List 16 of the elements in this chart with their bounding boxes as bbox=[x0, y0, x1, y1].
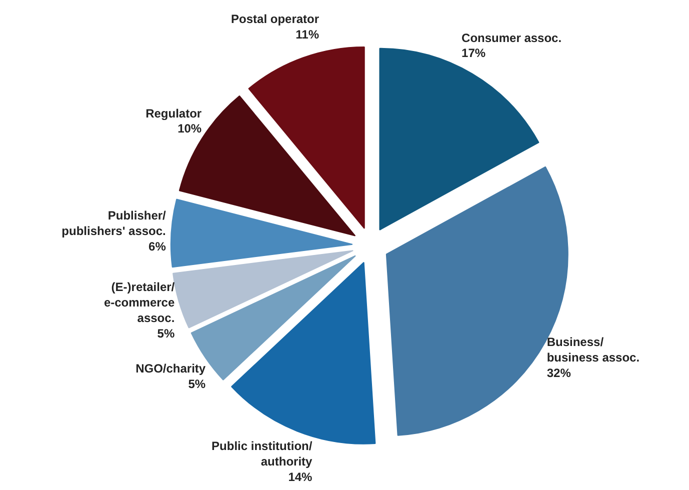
data-label: 14% bbox=[288, 470, 313, 484]
data-label: 10% bbox=[178, 122, 202, 136]
slice-label: Regulator bbox=[146, 106, 202, 120]
data-label: 11% bbox=[296, 28, 320, 42]
data-label: 5% bbox=[188, 376, 206, 391]
data-label: 5% bbox=[157, 326, 175, 340]
slice-label: (E-)retailer/ e-commerce assoc. bbox=[104, 280, 176, 326]
data-label: 17% bbox=[462, 46, 486, 60]
data-label: 32% bbox=[546, 366, 572, 380]
slice-label: Business/ business assoc. bbox=[546, 335, 640, 364]
slice-label: Publisher/ publishers' assoc. bbox=[62, 208, 167, 238]
slice-label: Public institution/ authority bbox=[212, 439, 313, 468]
slice-label: Consumer assoc. bbox=[462, 30, 562, 45]
data-label: 6% bbox=[148, 239, 166, 254]
slice-label: Postal operator bbox=[231, 12, 320, 26]
slice-label: NGO/charity bbox=[136, 361, 206, 376]
